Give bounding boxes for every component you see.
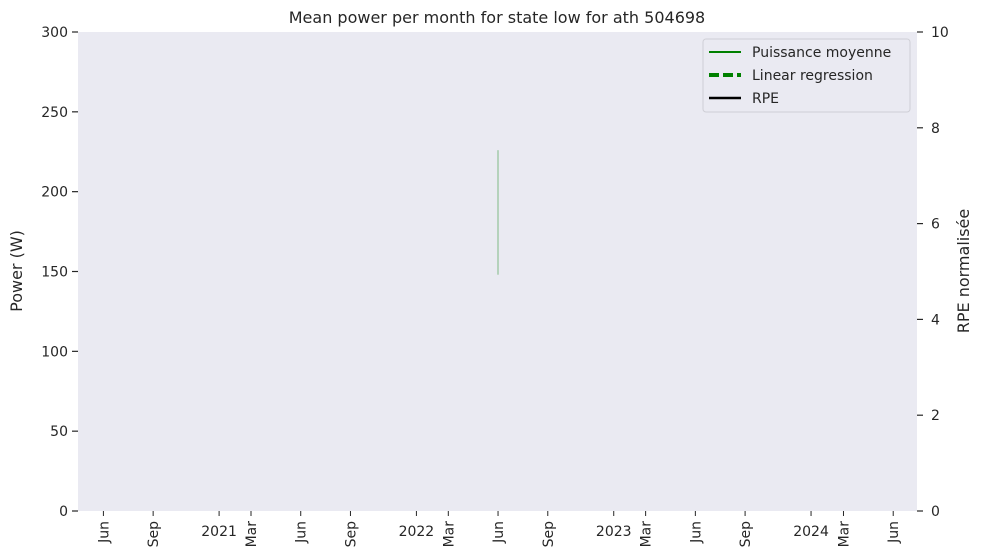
- y2-tick-label: 6: [931, 217, 940, 233]
- x-tick-label: Jun: [688, 521, 704, 544]
- y-axis-ticks: 0 50 100 150 200 250 300: [41, 25, 78, 520]
- x-tick-label: Jun: [294, 521, 310, 544]
- y2-tick-label: 0: [931, 504, 940, 520]
- y2-tick-label: 8: [931, 121, 940, 137]
- y2-tick-label: 2: [931, 408, 940, 424]
- x-tick-label: 2023: [596, 524, 632, 540]
- x-tick-label: Mar: [639, 521, 655, 548]
- y-tick-label: 300: [41, 25, 68, 41]
- legend-label: Puissance moyenne: [752, 45, 891, 61]
- y-axis-label: Power (W): [7, 230, 26, 312]
- x-tick-label: Sep: [146, 521, 162, 548]
- y2-axis-ticks: 0 2 4 6 8 10: [917, 25, 949, 520]
- y2-tick-label: 10: [931, 25, 949, 41]
- legend-label: RPE: [752, 91, 779, 107]
- y-tick-label: 100: [41, 344, 68, 360]
- x-tick-label: Mar: [836, 521, 852, 548]
- x-tick-label: Jun: [96, 521, 112, 544]
- y-tick-label: 50: [50, 424, 68, 440]
- x-tick-label: 2024: [793, 524, 829, 540]
- legend-label: Linear regression: [752, 68, 873, 84]
- chart-title: Mean power per month for state low for a…: [289, 8, 705, 27]
- y2-tick-label: 4: [931, 312, 940, 328]
- y-tick-label: 200: [41, 185, 68, 201]
- x-tick-label: Sep: [541, 521, 557, 548]
- legend: Puissance moyenne Linear regression RPE: [702, 38, 911, 113]
- x-tick-label: 2021: [201, 524, 237, 540]
- x-tick-label: Mar: [244, 521, 260, 548]
- x-tick-label: Jun: [491, 521, 507, 544]
- x-tick-label: 2022: [399, 524, 435, 540]
- x-tick-label: Jun: [886, 521, 902, 544]
- x-tick-label: Sep: [343, 521, 359, 548]
- y2-axis-label: RPE normalisée: [954, 209, 973, 334]
- y-tick-label: 150: [41, 265, 68, 281]
- legend-box: [702, 38, 911, 113]
- x-axis-ticks: Jun Sep 2021 Mar Jun Sep 2022 Mar Jun Sep 2023 Mar J…: [96, 511, 902, 547]
- x-tick-label: Mar: [441, 521, 457, 548]
- x-tick-label: Sep: [738, 521, 754, 548]
- y-tick-label: 0: [59, 504, 68, 520]
- y-tick-label: 250: [41, 105, 68, 121]
